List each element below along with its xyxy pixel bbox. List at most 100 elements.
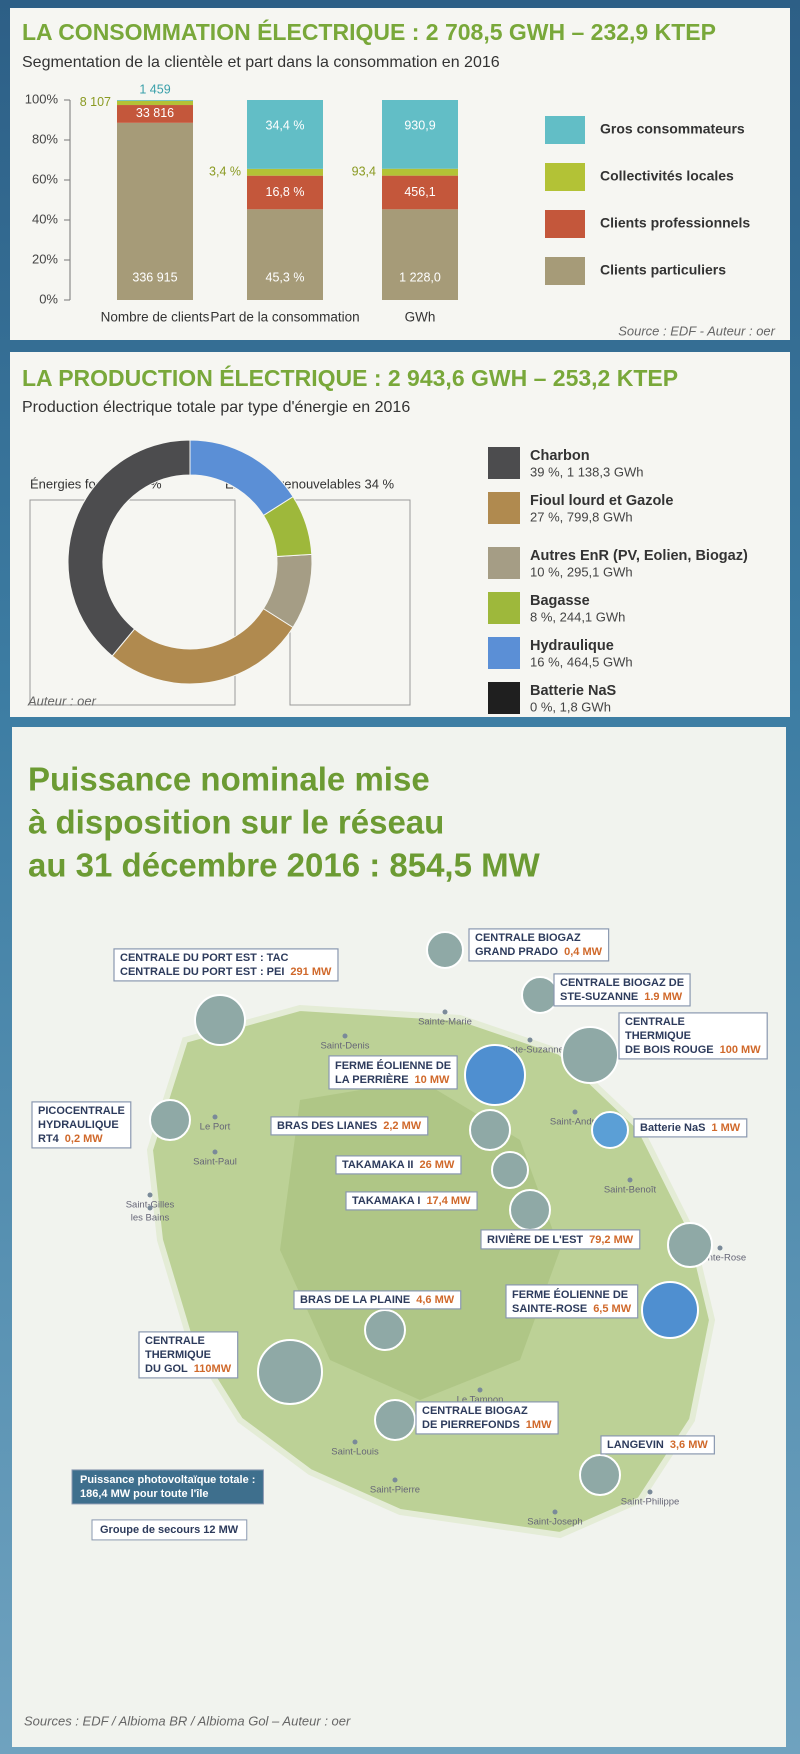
map-title: à disposition sur le réseau (28, 804, 444, 841)
plant-label: BRAS DES LIANES 2,2 MW (270, 1116, 429, 1136)
plant-icon (667, 1222, 713, 1268)
plant-name: DE PIERREFONDS (422, 1419, 520, 1431)
plant-name: TAKAMAKA II (342, 1159, 414, 1171)
legend-swatch (488, 547, 520, 579)
plant-text: DE PIERREFONDS 1MW (422, 1419, 552, 1431)
plant-name: Batterie NaS (640, 1122, 705, 1134)
legend-swatch (488, 492, 520, 524)
plant-box (633, 1118, 748, 1138)
plant-text: DU GOL 110MW (145, 1363, 232, 1375)
plant-box (480, 1229, 641, 1250)
plant-text: SAINTE-ROSE 6,5 MW (512, 1303, 632, 1315)
note-text: 186,4 MW pour toute l'île (80, 1488, 209, 1500)
plant-name: SAINTE-ROSE (512, 1303, 587, 1315)
town-dot (352, 1439, 358, 1445)
plant-power: 2,2 MW (383, 1120, 422, 1132)
town-dot (442, 1009, 448, 1015)
plant-name: DU GOL (145, 1363, 188, 1375)
plant-name: BRAS DES LIANES (277, 1120, 377, 1132)
bar-segment (247, 100, 323, 169)
town-dot (647, 1489, 653, 1495)
plant-power: 79,2 MW (589, 1234, 634, 1246)
plant-power: 3,6 MW (670, 1439, 709, 1451)
bar-segment (247, 168, 323, 176)
plant-label: CENTRALE DU PORT EST : TAC CENTRALE DU PO… (113, 948, 339, 982)
plant-icon (364, 1309, 406, 1351)
town-dot (147, 1192, 153, 1198)
legend-swatch (545, 210, 585, 238)
town-dot (627, 1177, 633, 1183)
map-title: au 31 décembre 2016 : 854,5 MW (28, 847, 541, 884)
plant-name: CENTRALE DU PORT EST : TAC (120, 952, 289, 964)
plant-icon (374, 1399, 416, 1441)
legend-label: Charbon (530, 448, 590, 464)
plant-power: 1.9 MW (644, 991, 683, 1003)
chart-subtitle: Production électrique totale par type d'… (22, 399, 410, 416)
town-dot (147, 1205, 153, 1211)
plant-box (335, 1155, 462, 1175)
plant-name: CENTRALE DU PORT EST : PEI (120, 966, 284, 978)
town-label: Saint-Benoît (604, 1185, 657, 1196)
plant-name: THERMIQUE (145, 1349, 211, 1361)
plant-label: CENTRALE THERMIQUE DU GOL 110MW (138, 1331, 239, 1379)
legend-label: Collectivités locales (600, 168, 734, 184)
plant-power: 0,2 MW (65, 1133, 104, 1145)
plant-label: BRAS DE LA PLAINE 4,6 MW (293, 1290, 462, 1310)
plant-label: CENTRALE BIOGAZ DE PIERREFONDS 1MW (415, 1401, 559, 1435)
plant-box (415, 1401, 559, 1435)
note-box (91, 1519, 248, 1541)
donut-slice (67, 439, 191, 657)
legend-swatch (545, 163, 585, 191)
plant-text: LANGEVIN 3,6 MW (607, 1439, 708, 1451)
town-label: Sainte-Marie (418, 1017, 472, 1028)
legend-detail: 39 %, 1 138,3 GWh (530, 464, 643, 479)
y-tick-label: 20% (32, 251, 58, 266)
plant-box (293, 1290, 462, 1310)
legend-label: Hydraulique (530, 638, 614, 654)
plant-text: LA PERRIÈRE 10 MW (335, 1073, 450, 1086)
bar-segment (117, 105, 193, 123)
town-dot (477, 1387, 483, 1393)
source: Sources : EDF / Albioma BR / Albioma Gol… (24, 1713, 351, 1728)
town-label: Sainte-Rose (694, 1253, 746, 1264)
y-tick-label: 100% (25, 91, 59, 106)
town-dot (527, 1037, 533, 1043)
legend-swatch (488, 637, 520, 669)
plant-label: RIVIÈRE DE L'EST 79,2 MW (480, 1229, 641, 1250)
plant-name: LANGEVIN (607, 1439, 664, 1451)
legend-label: Batterie NaS (530, 683, 617, 699)
legend-swatch (545, 116, 585, 144)
y-tick-label: 60% (32, 171, 58, 186)
plant-name: RT4 (38, 1133, 60, 1145)
note-text: Puissance photovoltaïque totale : (80, 1474, 255, 1486)
plant-power: 10 MW (415, 1074, 450, 1086)
legend-swatch (488, 447, 520, 479)
legend-label: Clients particuliers (600, 262, 726, 278)
plant-name: FERME ÉOLIENNE DE (512, 1288, 628, 1301)
donut-slice (189, 439, 294, 517)
plant-box (113, 948, 339, 982)
bar-segment (117, 100, 193, 101)
plant-power: 6,5 MW (593, 1303, 632, 1315)
plant-text: Batterie NaS 1 MW (640, 1122, 741, 1134)
town-label: Saint-Paul (193, 1157, 237, 1168)
plant-icon (579, 1454, 621, 1496)
legend-detail: 10 %, 295,1 GWh (530, 564, 633, 579)
bar-segment (117, 122, 193, 301)
plant-name: FERME ÉOLIENNE DE (335, 1059, 451, 1072)
data-label: 336 915 (132, 270, 177, 284)
x-tick-label: Nombre de clients (101, 310, 210, 325)
town-dot (212, 1149, 218, 1155)
plant-name: THERMIQUE (625, 1030, 691, 1042)
group-box (29, 499, 236, 706)
plant-text: STE-SUZANNE 1.9 MW (560, 991, 683, 1003)
legend-swatch (488, 682, 520, 714)
plant-box (328, 1055, 458, 1090)
chart-title: LA CONSOMMATION ÉLECTRIQUE : 2 708,5 GWH… (22, 18, 716, 45)
town-dot (342, 1033, 348, 1039)
plant-icon (591, 1111, 629, 1149)
plant-text: BRAS DE LA PLAINE 4,6 MW (300, 1294, 455, 1306)
plant-name: HYDRAULIQUE (38, 1119, 119, 1131)
town-label: Saint-Philippe (621, 1497, 680, 1508)
